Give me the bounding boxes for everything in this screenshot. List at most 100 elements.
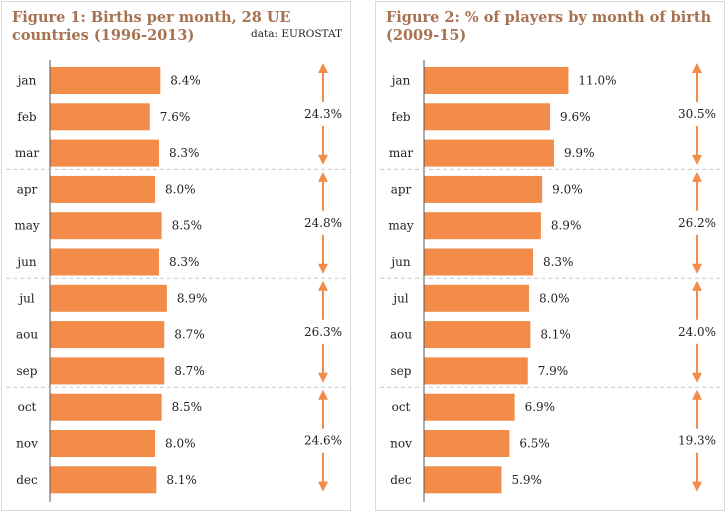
chart-source: data: EUROSTAT bbox=[251, 28, 342, 40]
bar-mar bbox=[50, 139, 159, 167]
quarter-total-label: 30.5% bbox=[678, 107, 716, 121]
quarter-arrow-up-head bbox=[692, 171, 702, 182]
month-label-jan: jan bbox=[390, 74, 411, 88]
value-label-nov: 8.0% bbox=[165, 437, 196, 451]
bar-jul bbox=[424, 284, 530, 312]
month-label-feb: feb bbox=[17, 110, 37, 124]
bar-feb bbox=[50, 103, 150, 131]
value-label-may: 8.5% bbox=[172, 219, 203, 233]
chart-panel-births: Figure 1: Births per month, 28 UE countr… bbox=[1, 1, 351, 511]
value-label-jul: 8.9% bbox=[177, 291, 208, 305]
month-label-mar: mar bbox=[389, 146, 414, 160]
quarter-total-label: 24.3% bbox=[304, 107, 342, 121]
quarter-total-label: 24.6% bbox=[304, 434, 342, 448]
quarter-arrow-up-head bbox=[692, 389, 702, 400]
bar-oct bbox=[424, 393, 515, 421]
month-label-mar: mar bbox=[15, 146, 40, 160]
value-label-jun: 8.3% bbox=[169, 255, 200, 269]
chart-panel-players: Figure 2: % of players by month of birth… bbox=[375, 1, 725, 511]
quarter-arrow-down-head bbox=[318, 154, 328, 165]
quarter-arrow-up-head bbox=[692, 280, 702, 291]
chart-title: Figure 1: Births per month, 28 UE countr… bbox=[12, 9, 291, 44]
value-label-oct: 6.9% bbox=[525, 400, 556, 414]
month-label-apr: apr bbox=[391, 182, 412, 196]
quarter-arrow-up-head bbox=[692, 63, 702, 73]
quarter-arrow-up-head bbox=[318, 171, 328, 182]
month-label-sep: sep bbox=[391, 364, 412, 378]
value-label-dec: 5.9% bbox=[511, 473, 542, 487]
month-label-dec: dec bbox=[390, 473, 412, 487]
value-label-sep: 7.9% bbox=[538, 364, 569, 378]
month-label-jun: jun bbox=[389, 255, 410, 269]
bar-apr bbox=[50, 175, 156, 203]
bar-jan bbox=[50, 67, 161, 94]
bar-sep bbox=[424, 357, 528, 385]
value-label-may: 8.9% bbox=[551, 219, 582, 233]
month-label-sep: sep bbox=[17, 364, 38, 378]
month-label-apr: apr bbox=[17, 182, 38, 196]
quarter-arrow-up-head bbox=[318, 280, 328, 291]
month-label-nov: nov bbox=[390, 437, 412, 451]
quarter-total-label: 24.0% bbox=[678, 325, 716, 339]
bar-nov bbox=[424, 430, 510, 457]
value-label-mar: 8.3% bbox=[169, 146, 200, 160]
month-label-aou: aou bbox=[390, 328, 412, 342]
value-label-apr: 9.0% bbox=[552, 182, 583, 196]
bar-sep bbox=[50, 357, 165, 385]
month-label-jun: jun bbox=[15, 255, 36, 269]
bar-apr bbox=[424, 175, 543, 203]
value-label-nov: 6.5% bbox=[519, 437, 550, 451]
value-label-jan: 11.0% bbox=[578, 74, 616, 88]
bar-may bbox=[50, 212, 162, 240]
bar-aou bbox=[424, 321, 531, 349]
bar-nov bbox=[50, 430, 156, 457]
value-label-feb: 7.6% bbox=[160, 110, 191, 124]
value-label-jul: 8.0% bbox=[539, 291, 570, 305]
bar-dec bbox=[424, 466, 502, 494]
value-label-sep: 8.7% bbox=[174, 364, 205, 378]
bar-oct bbox=[50, 393, 162, 421]
value-label-aou: 8.7% bbox=[174, 328, 205, 342]
value-label-mar: 9.9% bbox=[564, 146, 595, 160]
month-label-nov: nov bbox=[16, 437, 38, 451]
bar-dec bbox=[50, 466, 157, 494]
quarter-arrow-down-head bbox=[692, 372, 702, 383]
quarter-total-label: 19.3% bbox=[678, 434, 716, 448]
value-label-jan: 8.4% bbox=[170, 74, 201, 88]
bar-aou bbox=[50, 321, 165, 349]
quarter-arrow-up-head bbox=[318, 389, 328, 400]
chart-title: Figure 2: % of players by month of birth… bbox=[386, 9, 712, 44]
quarter-arrow-down-head bbox=[318, 372, 328, 383]
quarter-arrow-down-head bbox=[692, 481, 702, 492]
quarter-arrow-down-head bbox=[692, 154, 702, 165]
quarter-arrow-down-head bbox=[318, 481, 328, 492]
month-label-jul: jul bbox=[17, 291, 34, 305]
value-label-jun: 8.3% bbox=[543, 255, 574, 269]
bar-may bbox=[424, 212, 541, 240]
month-label-feb: feb bbox=[391, 110, 411, 124]
month-label-may: may bbox=[388, 219, 414, 233]
players-bar-chart: jan 11.0% feb 9.6% mar 9.9% apr 9.0% may 8.9% jun 8… bbox=[380, 60, 720, 502]
quarter-total-label: 24.8% bbox=[304, 216, 342, 230]
month-label-dec: dec bbox=[16, 473, 38, 487]
value-label-dec: 8.1% bbox=[166, 473, 197, 487]
bar-jul bbox=[50, 284, 167, 312]
month-label-aou: aou bbox=[16, 328, 38, 342]
bar-jun bbox=[424, 248, 533, 276]
quarter-arrow-down-head bbox=[318, 263, 328, 274]
bar-jan bbox=[424, 67, 569, 94]
quarter-arrow-up-head bbox=[318, 63, 328, 73]
value-label-aou: 8.1% bbox=[540, 328, 571, 342]
bar-feb bbox=[424, 103, 551, 131]
month-label-oct: oct bbox=[392, 400, 411, 414]
births-bar-chart: jan 8.4% feb 7.6% mar 8.3% apr 8.0% may 8.5% jun 8.… bbox=[6, 60, 346, 502]
month-label-may: may bbox=[14, 219, 40, 233]
month-label-jul: jul bbox=[391, 291, 408, 305]
value-label-feb: 9.6% bbox=[560, 110, 591, 124]
bar-mar bbox=[424, 139, 554, 167]
quarter-total-label: 26.3% bbox=[304, 325, 342, 339]
quarter-total-label: 26.2% bbox=[678, 216, 716, 230]
value-label-oct: 8.5% bbox=[172, 400, 203, 414]
value-label-apr: 8.0% bbox=[165, 182, 196, 196]
month-label-jan: jan bbox=[16, 74, 37, 88]
